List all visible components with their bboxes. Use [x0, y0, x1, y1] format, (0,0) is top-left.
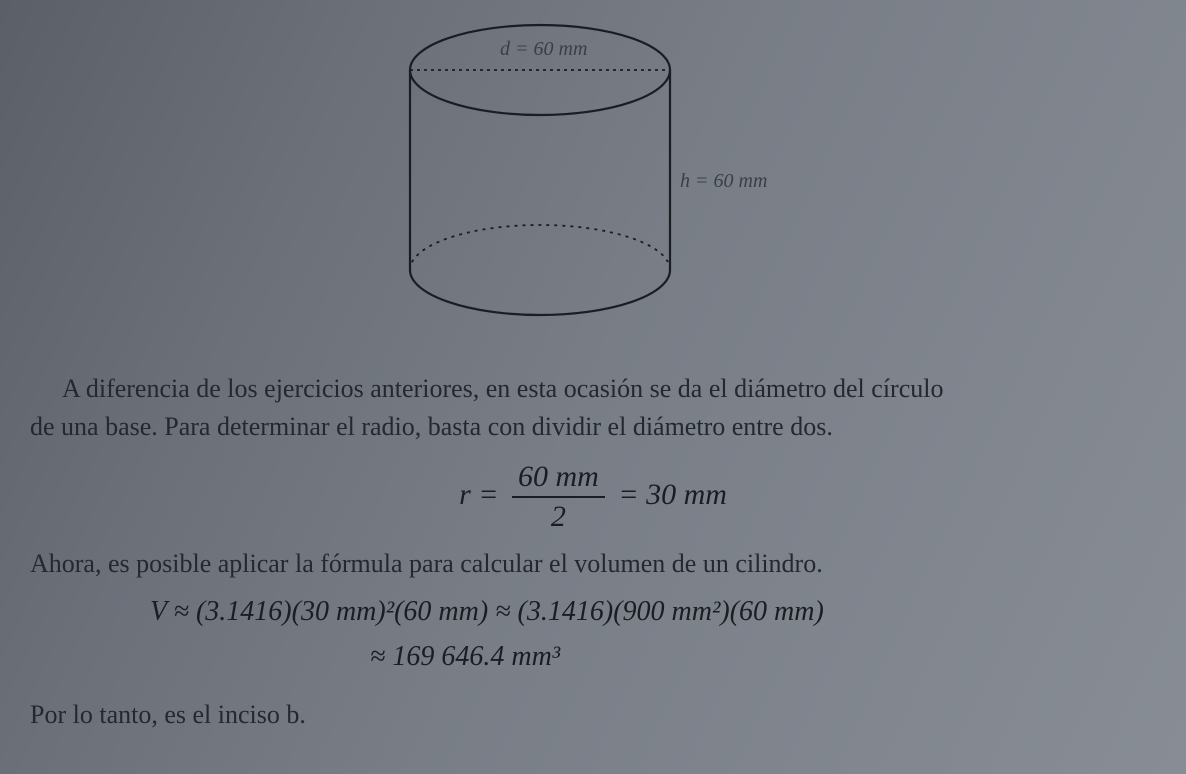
diameter-label: d = 60 mm: [500, 38, 587, 61]
formula-r-rhs: = 30 mm: [618, 478, 727, 511]
formula-r-fraction: 60 mm 2: [512, 460, 605, 534]
height-label: h = 60 mm: [680, 170, 767, 193]
paragraph-1-line-a: A diferencia de los ejercicios anteriore…: [30, 370, 1156, 408]
paragraph-3-text: Por lo tanto, es el inciso b.: [30, 700, 306, 729]
formula-volume: V ≈ (3.1416)(30 mm)²(60 mm) ≈ (3.1416)(9…: [30, 590, 1156, 680]
paragraph-1: A diferencia de los ejercicios anteriore…: [30, 370, 1156, 445]
cylinder-bottom-front-arc: [410, 270, 670, 315]
paragraph-3: Por lo tanto, es el inciso b.: [30, 700, 1156, 730]
formula-v-line1: V ≈ (3.1416)(30 mm)²(60 mm) ≈ (3.1416)(9…: [150, 590, 1156, 635]
cylinder-diagram: d = 60 mm h = 60 mm: [390, 10, 770, 350]
cylinder-bottom-back-arc: [410, 225, 670, 270]
formula-r-numerator: 60 mm: [512, 460, 605, 498]
formula-v-line2: ≈ 169 646.4 mm³: [150, 635, 1156, 680]
formula-radius: r = 60 mm 2 = 30 mm: [30, 460, 1156, 534]
formula-r-lhs: r =: [459, 478, 498, 511]
page-root: d = 60 mm h = 60 mm A diferencia de los …: [0, 0, 1186, 774]
formula-r-denominator: 2: [512, 498, 605, 534]
paragraph-2: Ahora, es posible aplicar la fórmula par…: [30, 545, 1156, 583]
paragraph-1-line-b: de una base. Para determinar el radio, b…: [30, 408, 1156, 446]
paragraph-2-text: Ahora, es posible aplicar la fórmula par…: [30, 549, 823, 578]
